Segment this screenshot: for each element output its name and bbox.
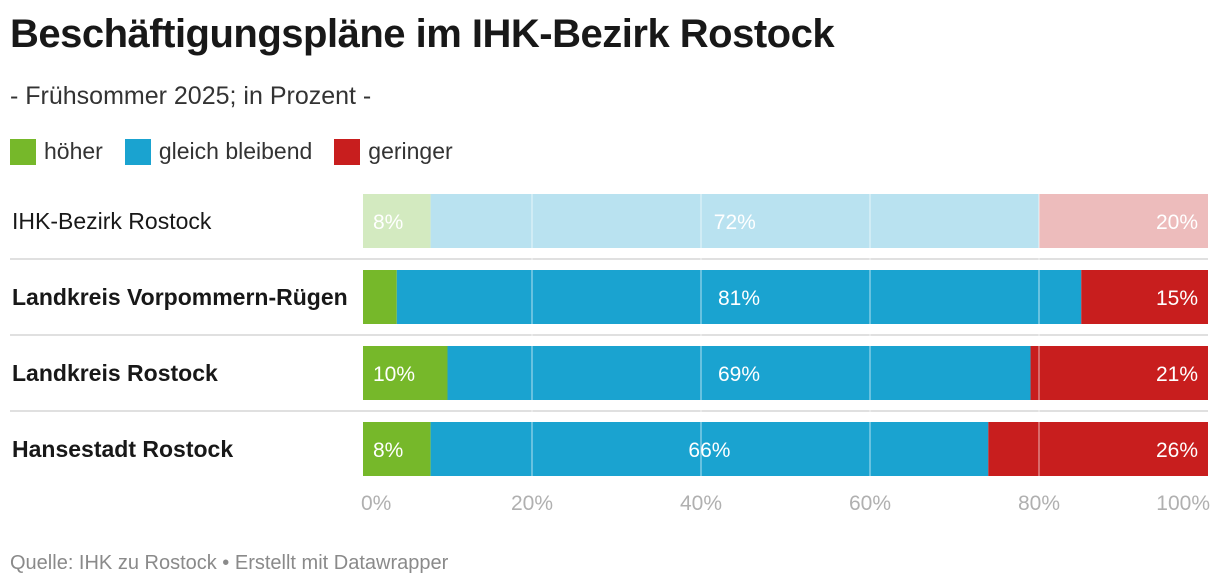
bar-segment-hoeher	[363, 270, 397, 324]
legend: höher gleich bleibend geringer	[10, 138, 475, 165]
x-tick-label: 80%	[1018, 492, 1060, 515]
x-tick-label: 20%	[511, 492, 553, 515]
legend-item-gleich: gleich bleibend	[124, 138, 313, 165]
value-label-geringer: 15%	[1156, 287, 1198, 310]
x-tick-label: 100%	[1156, 492, 1210, 515]
value-label-gleich: 69%	[718, 363, 760, 386]
bar-segment-geringer	[1081, 270, 1208, 324]
value-label-hoeher: 8%	[373, 211, 403, 234]
legend-label-geringer: geringer	[368, 138, 453, 164]
bar-segment-hoeher	[363, 194, 431, 248]
x-tick-label: 60%	[849, 492, 891, 515]
row-label: Landkreis Vorpommern-Rügen	[12, 284, 348, 310]
value-label-hoeher: 10%	[373, 363, 415, 386]
bar-segment-hoeher	[363, 422, 431, 476]
bar-segment-gleich	[430, 422, 989, 476]
bar-segment-hoeher	[363, 346, 448, 400]
bar-segment-geringer	[1039, 194, 1208, 248]
value-label-gleich: 72%	[714, 211, 756, 234]
legend-item-geringer: geringer	[334, 138, 453, 165]
row-label: Hansestadt Rostock	[12, 436, 233, 462]
bar-segment-geringer	[988, 422, 1208, 476]
legend-swatch-geringer	[334, 138, 361, 165]
source-note: Quelle: IHK zu Rostock • Erstellt mit Da…	[10, 552, 449, 574]
row-label: IHK-Bezirk Rostock	[12, 208, 212, 234]
bar-segment-gleich	[447, 346, 1031, 400]
legend-swatch-gleich	[124, 138, 151, 165]
chart-title: Beschäftigungspläne im IHK-Bezirk Rostoc…	[10, 12, 835, 56]
legend-label-hoeher: höher	[44, 138, 103, 164]
bar-segment-geringer	[1030, 346, 1208, 400]
value-label-geringer: 26%	[1156, 439, 1198, 462]
value-label-gleich: 66%	[688, 439, 730, 462]
value-label-hoeher: 8%	[373, 439, 403, 462]
x-tick-label: 0%	[361, 492, 391, 515]
legend-label-gleich: gleich bleibend	[158, 138, 313, 164]
row-label: Landkreis Rostock	[12, 360, 218, 386]
value-label-geringer: 21%	[1156, 363, 1198, 386]
legend-item-hoeher: höher	[10, 138, 103, 165]
bar-segment-gleich	[430, 194, 1040, 248]
stacked-bar-chart: IHK-Bezirk Rostock 8% 72% 20% Landkreis Vorp…	[10, 194, 1210, 515]
value-label-gleich: 81%	[718, 287, 760, 310]
legend-swatch-hoeher	[10, 138, 36, 165]
value-label-geringer: 20%	[1156, 211, 1198, 234]
bar-segment-gleich	[396, 270, 1082, 324]
x-tick-label: 40%	[680, 492, 722, 515]
chart-subtitle: - Frühsommer 2025; in Prozent -	[10, 82, 372, 110]
